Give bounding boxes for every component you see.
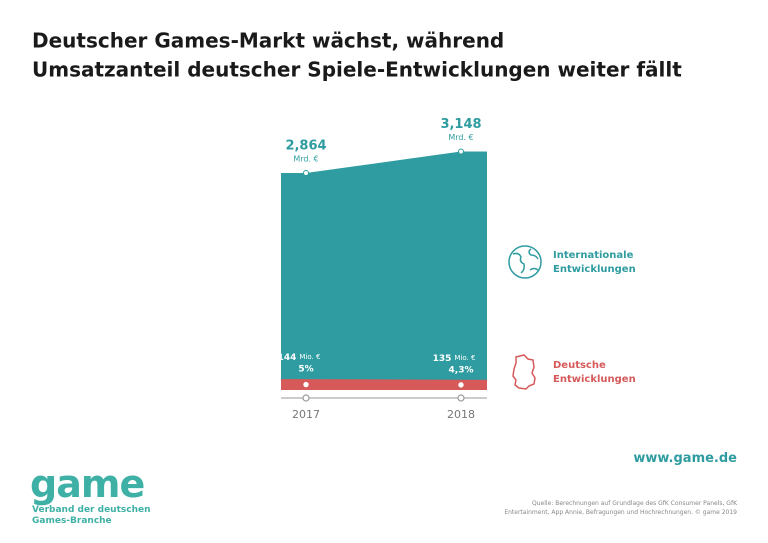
point bbox=[458, 148, 464, 155]
globe-icon bbox=[508, 245, 542, 279]
share-label: 4,3% bbox=[449, 365, 474, 375]
area-edge bbox=[281, 379, 306, 390]
value-unit: Mio. € bbox=[454, 354, 475, 362]
point bbox=[303, 381, 309, 388]
point bbox=[458, 382, 464, 388]
germany-icon bbox=[512, 354, 536, 390]
value-label: 2,864 bbox=[285, 139, 326, 154]
value-unit: Mrd. € bbox=[293, 155, 318, 164]
value-unit: Mio. € bbox=[299, 353, 320, 361]
title-line: Umsatzanteil deutscher Spiele-Entwicklun… bbox=[32, 58, 682, 82]
source: Quelle: Berechnungen auf Grundlage des G… bbox=[504, 500, 737, 516]
area-edge bbox=[281, 173, 306, 390]
value-unit: Mrd. € bbox=[448, 133, 473, 142]
title-line: Deutscher Games-Markt wächst, während bbox=[32, 29, 504, 53]
logo: game bbox=[30, 462, 145, 506]
legend-entry: Deutsche Entwicklungen bbox=[553, 360, 636, 385]
value-number: 144 bbox=[278, 353, 297, 363]
value-number: 135 bbox=[433, 353, 452, 363]
area-edge bbox=[461, 151, 487, 390]
value-label: 135 Mio. € bbox=[433, 353, 476, 363]
timeline-dot bbox=[457, 394, 465, 402]
point bbox=[303, 170, 309, 177]
website[interactable]: www.game.de bbox=[633, 451, 737, 466]
organization: Verband der deutschen Games-Branche bbox=[32, 505, 151, 526]
x-tick-label: 2017 bbox=[292, 408, 320, 421]
timeline-dot bbox=[302, 394, 310, 402]
area bbox=[306, 151, 461, 390]
share-label: 5% bbox=[298, 365, 313, 375]
value-label: 144 Mio. € bbox=[278, 353, 321, 363]
value-label: 3,148 bbox=[440, 117, 481, 132]
area bbox=[306, 379, 461, 390]
legend-entry: Internationale Entwicklungen bbox=[553, 250, 636, 275]
x-tick-label: 2018 bbox=[447, 408, 475, 421]
area-edge bbox=[461, 379, 487, 390]
